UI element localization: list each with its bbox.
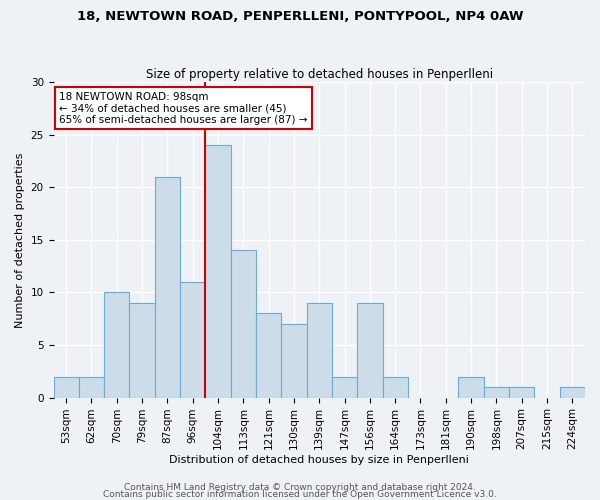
Bar: [332, 376, 357, 398]
Bar: [130, 303, 155, 398]
Bar: [155, 177, 180, 398]
Bar: [230, 250, 256, 398]
X-axis label: Distribution of detached houses by size in Penperlleni: Distribution of detached houses by size …: [169, 455, 469, 465]
Bar: [205, 146, 230, 398]
Title: Size of property relative to detached houses in Penperlleni: Size of property relative to detached ho…: [146, 68, 493, 81]
Bar: [281, 324, 307, 398]
Bar: [484, 387, 509, 398]
Text: 18, NEWTOWN ROAD, PENPERLLENI, PONTYPOOL, NP4 0AW: 18, NEWTOWN ROAD, PENPERLLENI, PONTYPOOL…: [77, 10, 523, 23]
Text: Contains public sector information licensed under the Open Government Licence v3: Contains public sector information licen…: [103, 490, 497, 499]
Bar: [383, 376, 408, 398]
Bar: [509, 387, 535, 398]
Text: Contains HM Land Registry data © Crown copyright and database right 2024.: Contains HM Land Registry data © Crown c…: [124, 484, 476, 492]
Text: 18 NEWTOWN ROAD: 98sqm
← 34% of detached houses are smaller (45)
65% of semi-det: 18 NEWTOWN ROAD: 98sqm ← 34% of detached…: [59, 92, 307, 125]
Bar: [560, 387, 585, 398]
Bar: [256, 314, 281, 398]
Bar: [104, 292, 130, 398]
Bar: [357, 303, 383, 398]
Y-axis label: Number of detached properties: Number of detached properties: [15, 152, 25, 328]
Bar: [458, 376, 484, 398]
Bar: [180, 282, 205, 398]
Bar: [53, 376, 79, 398]
Bar: [79, 376, 104, 398]
Bar: [307, 303, 332, 398]
